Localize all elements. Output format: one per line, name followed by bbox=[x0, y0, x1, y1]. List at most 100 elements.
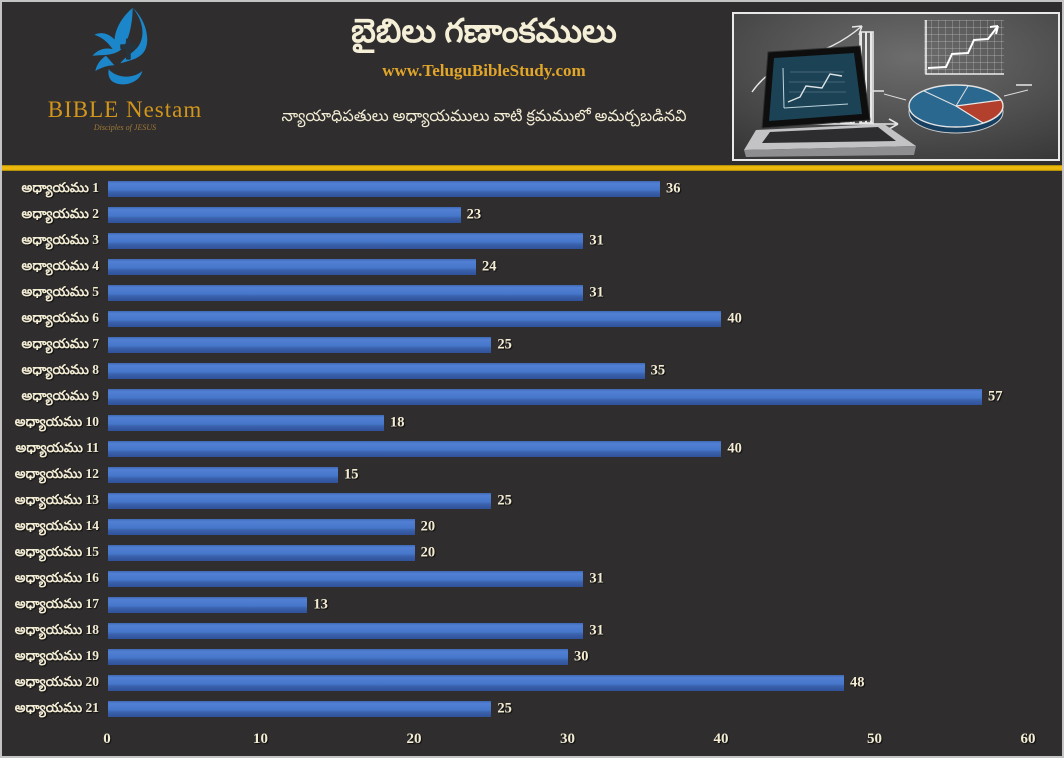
bar-track: 25 bbox=[108, 493, 1028, 509]
yellow-divider-line bbox=[2, 165, 1062, 171]
bar bbox=[108, 493, 492, 509]
value-label: 40 bbox=[727, 310, 742, 327]
value-label: 31 bbox=[589, 232, 604, 249]
category-label: అధ్యాయము 9 bbox=[21, 387, 99, 403]
bar bbox=[108, 233, 584, 249]
bar-row: అధ్యాయము 21 25 bbox=[2, 696, 1062, 722]
category-label: అధ్యాయము 2 bbox=[21, 205, 99, 221]
bar-row: అధ్యాయము 7 25 bbox=[2, 332, 1062, 358]
bar-track: 31 bbox=[108, 571, 1028, 587]
bar-row: అధ్యాయము 16 31 bbox=[2, 566, 1062, 592]
category-label: అధ్యాయము 14 bbox=[14, 517, 99, 533]
bar-track: 23 bbox=[108, 207, 1028, 223]
bar bbox=[108, 415, 384, 431]
category-label: అధ్యాయము 5 bbox=[21, 283, 99, 299]
value-label: 30 bbox=[574, 648, 589, 665]
value-label: 15 bbox=[344, 466, 359, 483]
bar-row: అధ్యాయము 9 57 bbox=[2, 384, 1062, 410]
category-label: అధ్యాయము 8 bbox=[21, 361, 99, 377]
value-label: 36 bbox=[666, 180, 681, 197]
value-label: 18 bbox=[390, 414, 405, 431]
dove-cross-hand-icon bbox=[92, 7, 148, 85]
bar-row: అధ్యాయము 4 24 bbox=[2, 254, 1062, 280]
bar-track: 24 bbox=[108, 259, 1028, 275]
category-label: అధ్యాయము 13 bbox=[14, 491, 99, 507]
category-label: అధ్యాయము 15 bbox=[14, 543, 99, 559]
x-axis: 0 10 20 30 40 50 60 bbox=[103, 726, 1035, 756]
bar-track: 25 bbox=[108, 701, 1028, 717]
category-label: అధ్యాయము 6 bbox=[21, 309, 99, 325]
category-label: అధ్యాయము 16 bbox=[14, 569, 99, 585]
laptop-charts-photo bbox=[732, 12, 1060, 161]
bar-row: అధ్యాయము 20 48 bbox=[2, 670, 1062, 696]
bar-track: 40 bbox=[108, 441, 1028, 457]
value-label: 20 bbox=[420, 544, 436, 561]
bar-rows: అధ్యాయము 1 36 అధ్యాయము 2 23 అధ్యాయము 3 31 అధ్య… bbox=[2, 176, 1062, 722]
bar-track: 35 bbox=[108, 363, 1028, 379]
bar-track: 31 bbox=[108, 623, 1028, 639]
bar bbox=[108, 363, 645, 379]
bar-row: అధ్యాయము 12 15 bbox=[2, 462, 1062, 488]
bar-row: అధ్యాయము 2 23 bbox=[2, 202, 1062, 228]
value-label: 24 bbox=[482, 258, 497, 275]
bar bbox=[108, 545, 415, 561]
bar bbox=[108, 519, 415, 535]
bar-track: 31 bbox=[108, 285, 1028, 301]
bar-track: 20 bbox=[108, 545, 1028, 561]
value-label: 57 bbox=[988, 388, 1003, 405]
category-label: అధ్యాయము 20 bbox=[14, 673, 99, 689]
bar-track: 25 bbox=[108, 337, 1028, 353]
page-title: బైబిలు గణాంకములు bbox=[351, 14, 617, 50]
value-label: 13 bbox=[313, 596, 328, 613]
category-label: అధ్యాయము 17 bbox=[14, 595, 99, 611]
value-label: 25 bbox=[497, 492, 512, 509]
bar-track: 48 bbox=[108, 675, 1028, 691]
x-tick-label: 20 bbox=[406, 731, 422, 747]
bar-track: 57 bbox=[108, 389, 1028, 405]
bar bbox=[108, 259, 476, 275]
bar-row: అధ్యాయము 19 30 bbox=[2, 644, 1062, 670]
bible-nestam-logo: BIBLE Nestam Disciples of JESUS bbox=[20, 6, 230, 132]
cross-icon bbox=[120, 38, 137, 60]
bar-row: అధ్యాయము 18 31 bbox=[2, 618, 1062, 644]
category-label: అధ్యాయము 1 bbox=[21, 179, 99, 195]
bar-row: అధ్యాయము 8 35 bbox=[2, 358, 1062, 384]
logo-brand-text: BIBLE Nestam bbox=[47, 97, 203, 122]
bar-track: 15 bbox=[108, 467, 1028, 483]
bar-track: 40 bbox=[108, 311, 1028, 327]
bar bbox=[108, 311, 722, 327]
value-label: 25 bbox=[497, 700, 512, 717]
value-label: 31 bbox=[589, 622, 604, 639]
bar bbox=[108, 467, 338, 483]
bar-track: 13 bbox=[108, 597, 1028, 613]
category-label: అధ్యాయము 4 bbox=[21, 257, 99, 273]
value-label: 31 bbox=[589, 570, 604, 587]
bar-row: అధ్యాయము 10 18 bbox=[2, 410, 1062, 436]
bar bbox=[108, 675, 844, 691]
bar bbox=[108, 649, 568, 665]
category-label: అధ్యాయము 3 bbox=[21, 231, 99, 247]
value-label: 35 bbox=[650, 362, 666, 379]
x-tick-label: 10 bbox=[252, 731, 268, 747]
category-label: అధ్యాయము 11 bbox=[15, 439, 99, 455]
bar-row: అధ్యాయము 17 13 bbox=[2, 592, 1062, 618]
bar bbox=[108, 285, 584, 301]
value-label: 48 bbox=[850, 674, 865, 691]
bar bbox=[108, 181, 660, 197]
value-label: 40 bbox=[727, 440, 742, 457]
bar bbox=[108, 337, 492, 353]
chart-subtitle: న్యాయాధిపతులు అధ్యాయములు వాటి క్రమములో అ… bbox=[281, 107, 687, 125]
bar-track: 20 bbox=[108, 519, 1028, 535]
logo-tagline-text: Disciples of JESUS bbox=[93, 123, 157, 132]
x-tick-label: 40 bbox=[713, 731, 729, 747]
bar bbox=[108, 623, 584, 639]
value-label: 20 bbox=[420, 518, 436, 535]
bar-row: అధ్యాయము 1 36 bbox=[2, 176, 1062, 202]
category-label: అధ్యాయము 18 bbox=[14, 621, 99, 637]
category-label: అధ్యాయము 10 bbox=[14, 413, 99, 429]
value-label: 31 bbox=[589, 284, 604, 301]
bar-row: అధ్యాయము 15 20 bbox=[2, 540, 1062, 566]
category-label: అధ్యాయము 19 bbox=[14, 647, 99, 663]
value-label: 23 bbox=[466, 206, 482, 223]
category-label: అధ్యాయము 21 bbox=[14, 699, 99, 715]
